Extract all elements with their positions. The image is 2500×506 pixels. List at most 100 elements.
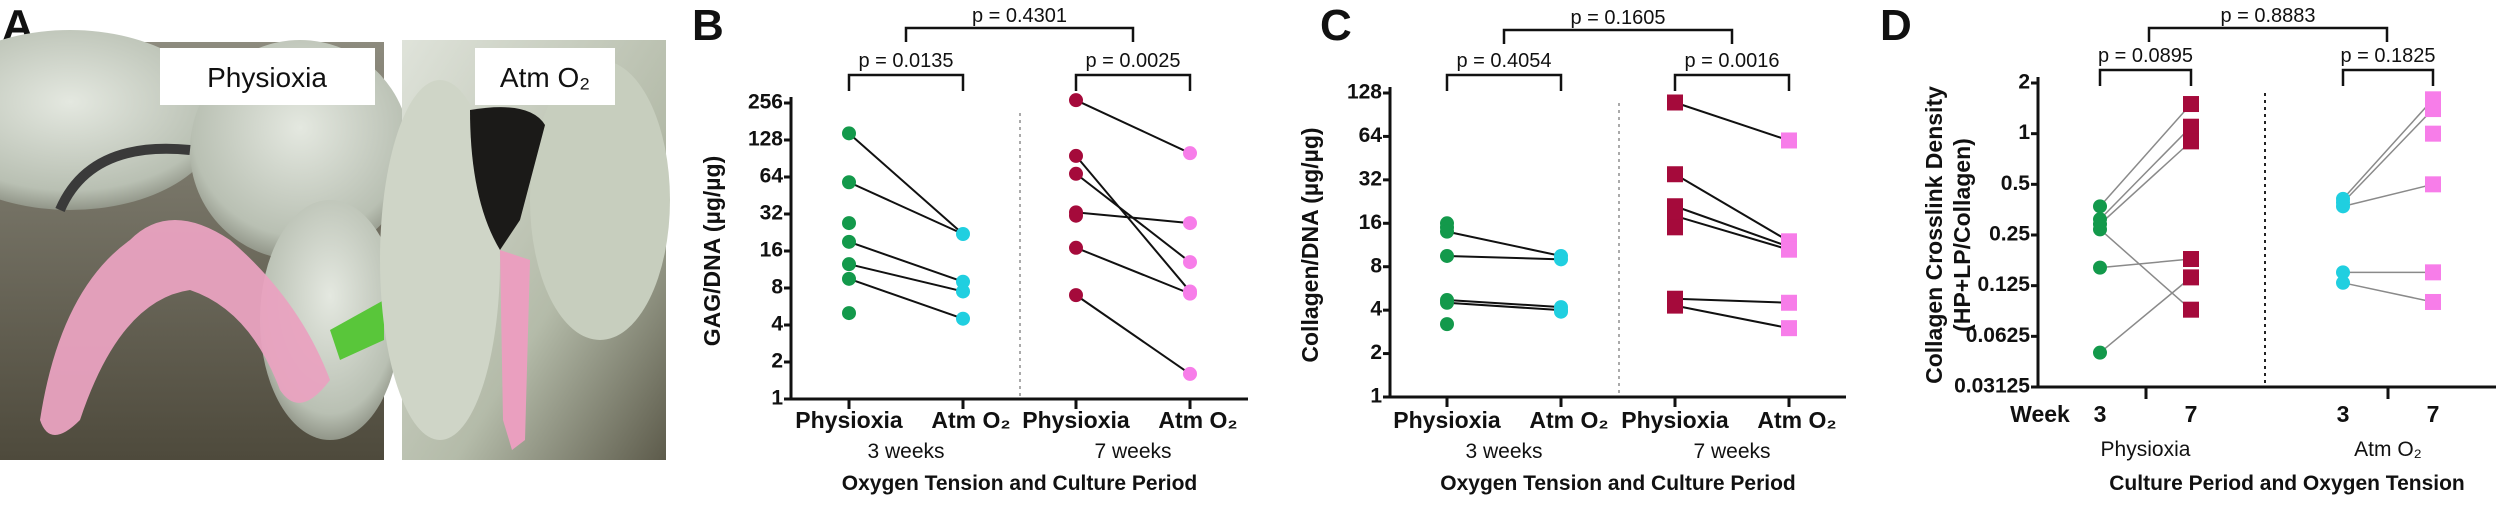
data-point-square	[2183, 301, 2199, 318]
y-tick-label: 0.0625	[1966, 324, 2031, 347]
y-tick-label: 0.25	[1989, 223, 2030, 246]
p-value: p = 0.4054	[1456, 50, 1551, 72]
data-point-circle	[1183, 146, 1197, 161]
data-point-square	[1667, 166, 1683, 183]
data-point-circle	[956, 274, 970, 289]
data-point-square	[1781, 294, 1797, 311]
x-prefix-week: Week	[2010, 401, 2070, 427]
y-tick-label: 4	[1370, 298, 1382, 321]
pair-line	[1446, 299, 1562, 309]
x-category-label: Physioxia	[1393, 407, 1501, 433]
pair-line	[1075, 99, 1191, 155]
x-category-label: Atm O₂	[931, 407, 1010, 433]
y-axis-title: GAG/DNA (µg/µg)	[699, 156, 725, 346]
x-category-label: Physioxia	[1022, 407, 1130, 433]
pair-line	[2342, 108, 2434, 204]
data-point-circle	[1440, 317, 1454, 332]
p-value: p = 0.0025	[1085, 50, 1180, 72]
data-point-square	[2425, 264, 2441, 281]
x-category-label: Physioxia	[795, 407, 903, 433]
data-point-circle	[2336, 199, 2350, 214]
x-category-label: 7	[2185, 401, 2198, 427]
data-point-circle	[1183, 286, 1197, 301]
photo-label-physioxia: Physioxia	[207, 62, 327, 93]
pair-line	[1674, 297, 1790, 304]
data-point-square	[2183, 269, 2199, 286]
x-category-label: 3	[2094, 401, 2107, 427]
y-tick-label: 0.5	[2001, 172, 2031, 195]
data-point-square	[2425, 101, 2441, 118]
data-point-circle	[1069, 148, 1083, 163]
x-category-label: Atm O₂	[1529, 407, 1608, 433]
data-point-square	[1667, 219, 1683, 236]
data-point-circle	[2093, 260, 2107, 275]
pair-line	[1075, 211, 1191, 225]
pair-line	[2099, 276, 2192, 354]
x-axis-title: Culture Period and Oxygen Tension	[2109, 472, 2465, 495]
y-tick-label: 32	[760, 202, 783, 225]
pair-line	[1446, 254, 1562, 261]
pair-line	[2342, 98, 2434, 200]
x-group-label: Atm O₂	[2354, 438, 2422, 461]
data-point-circle	[956, 311, 970, 326]
data-point-circle	[2336, 275, 2350, 290]
pair-line	[848, 277, 964, 320]
data-point-circle	[842, 216, 856, 231]
y-tick-label: 256	[748, 91, 783, 114]
y-tick-label: 0.03125	[1954, 375, 2030, 398]
data-point-circle	[842, 234, 856, 249]
pair-line	[2099, 140, 2192, 225]
y-tick-label: 2	[1370, 341, 1382, 364]
data-point-square	[2425, 125, 2441, 142]
pair-line	[1674, 304, 1790, 330]
photo-physioxia	[0, 30, 410, 460]
p-bracket-between	[904, 26, 1135, 42]
data-point-circle	[1440, 295, 1454, 310]
pair-line	[2099, 228, 2192, 311]
p-bracket	[2341, 68, 2435, 86]
x-category-label: Atm O₂	[1158, 407, 1237, 433]
data-point-circle	[956, 284, 970, 299]
y-tick-label: 64	[1359, 124, 1383, 147]
p-bracket-between	[2147, 26, 2389, 42]
data-point-circle	[1183, 216, 1197, 231]
y-tick-label: 16	[760, 239, 783, 262]
y-tick-label: 8	[771, 276, 783, 299]
data-point-circle	[842, 257, 856, 272]
data-point-circle	[1183, 255, 1197, 270]
chart-c: C 1 2 4 8 16 32 64 128 Collagen/DNA (µg/µg) Oxygen…	[1297, 1, 1846, 495]
data-point-circle	[2093, 222, 2107, 237]
pair-line	[1674, 173, 1790, 243]
data-point-square	[1667, 94, 1683, 111]
data-point-circle	[1069, 208, 1083, 223]
pair-line	[1674, 101, 1790, 142]
y-tick-label: 2	[771, 350, 783, 373]
p-bracket	[847, 73, 965, 91]
data-point-circle	[1554, 304, 1568, 319]
pair-line	[848, 240, 964, 283]
y-axis-title: Collagen/DNA (µg/µg)	[1297, 127, 1323, 362]
data-point-circle	[1440, 224, 1454, 239]
pair-line	[1075, 155, 1191, 293]
p-bracket	[1074, 73, 1192, 91]
y-tick-label: 128	[748, 128, 783, 151]
p-bracket-between	[1502, 28, 1734, 44]
panel-letter-b: B	[692, 1, 724, 50]
pair-line	[1674, 205, 1790, 248]
data-point-square	[1781, 241, 1797, 258]
y-tick-label: 128	[1347, 81, 1382, 104]
x-axis-title: Oxygen Tension and Culture Period	[842, 472, 1198, 495]
data-point-circle	[1069, 93, 1083, 108]
p-value-between: p = 0.8883	[2220, 5, 2315, 27]
data-point-square	[2183, 118, 2199, 135]
photo-label-atm-o2: Atm O₂	[500, 62, 590, 93]
x-category-label: Atm O₂	[1757, 407, 1836, 433]
pair-line	[848, 181, 964, 235]
pair-line	[1075, 294, 1191, 375]
x-category-label: Physioxia	[1621, 407, 1729, 433]
y-axis-title: Collagen Crosslink Density	[1921, 86, 1947, 384]
y-tick-label: 1	[2018, 121, 2030, 144]
data-point-circle	[842, 126, 856, 141]
data-point-circle	[2336, 265, 2350, 280]
p-value-between: p = 0.1605	[1570, 7, 1665, 29]
